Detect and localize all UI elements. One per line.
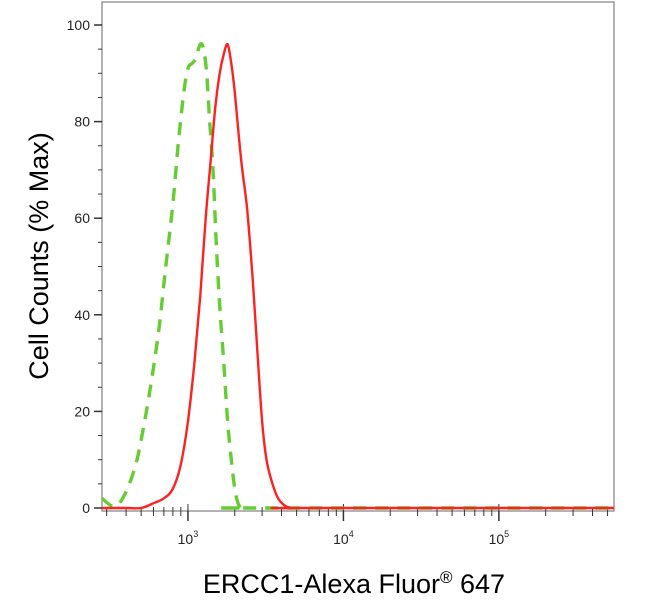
x-tick-base: 10 xyxy=(178,531,194,547)
y-axis-title: Cell Counts (% Max) xyxy=(24,132,54,380)
series-layer xyxy=(100,42,614,511)
y-tick-label: 20 xyxy=(74,403,90,419)
x-axis-title-main: ERCC1-Alexa Fluor xyxy=(203,569,440,599)
series-line-dashed xyxy=(100,42,614,511)
y-tick-label: 40 xyxy=(74,307,90,323)
x-tick-label: 103 xyxy=(178,529,199,547)
x-tick-label: 105 xyxy=(489,529,510,547)
y-tick-label: 80 xyxy=(74,114,90,130)
x-axis-title: ERCC1-Alexa Fluor® 647 xyxy=(203,568,505,599)
x-axis-title-superscript: ® xyxy=(440,568,453,587)
x-tick-base: 10 xyxy=(333,531,349,547)
x-tick-base: 10 xyxy=(489,531,505,547)
x-tick-exponent: 3 xyxy=(193,529,198,539)
x-axis-title-suffix: 647 xyxy=(453,569,506,599)
x-tick-exponent: 4 xyxy=(349,529,354,539)
axis-ticks xyxy=(94,24,609,521)
x-tick-exponent: 5 xyxy=(504,529,509,539)
x-tick-label: 104 xyxy=(333,529,354,547)
plot-frame xyxy=(101,1,615,512)
y-tick-label: 0 xyxy=(82,500,90,516)
y-tick-label: 60 xyxy=(74,210,90,226)
series-line-solid xyxy=(102,42,614,510)
y-tick-label: 100 xyxy=(67,17,91,33)
